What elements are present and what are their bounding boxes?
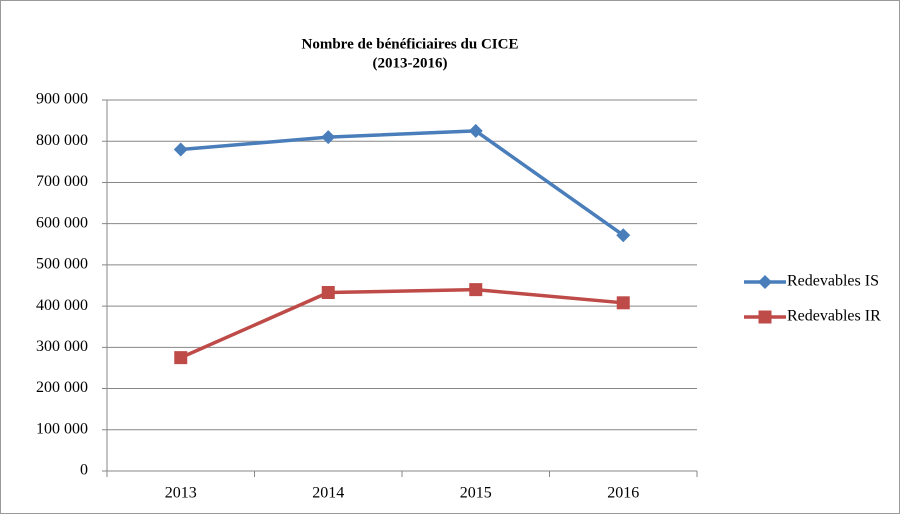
data-point <box>173 142 188 157</box>
x-tick-label: 2016 <box>607 485 639 502</box>
data-point <box>174 351 188 365</box>
y-tick-label: 700 000 <box>36 173 88 190</box>
data-point <box>616 228 631 243</box>
y-tick-label: 0 <box>80 462 88 479</box>
x-tick-label: 2015 <box>460 485 492 502</box>
data-point <box>321 286 335 300</box>
legend-marker <box>758 275 772 289</box>
legend-marker <box>758 310 772 324</box>
chart-title: Nombre de bénéficiaires du CICE <box>302 36 519 52</box>
x-tick-label: 2014 <box>312 485 344 502</box>
data-point <box>321 130 336 145</box>
data-point <box>469 283 483 297</box>
data-point <box>468 123 483 138</box>
legend-label: Redevables IR <box>787 308 881 325</box>
chart-subtitle: (2013-2016) <box>373 55 448 71</box>
y-tick-label: 300 000 <box>36 338 88 355</box>
legend-label: Redevables IS <box>787 273 879 290</box>
y-tick-label: 600 000 <box>36 214 88 231</box>
series-line <box>180 287 624 360</box>
series-line <box>180 129 625 237</box>
data-point <box>616 296 630 310</box>
y-tick-label: 900 000 <box>36 91 88 108</box>
y-tick-label: 500 000 <box>36 256 88 273</box>
y-tick-label: 200 000 <box>36 379 88 396</box>
y-tick-label: 100 000 <box>36 420 88 437</box>
y-tick-label: 800 000 <box>36 132 88 149</box>
x-tick-label: 2013 <box>165 485 197 502</box>
y-tick-label: 400 000 <box>36 297 88 314</box>
